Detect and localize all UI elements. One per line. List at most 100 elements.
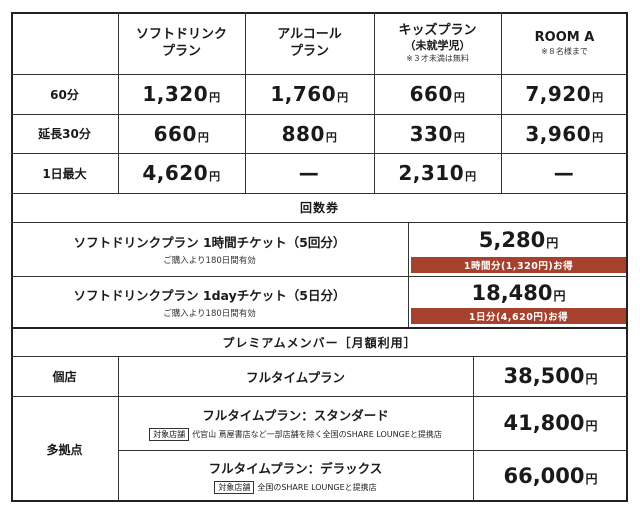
price-value: 2,310 <box>398 161 465 185</box>
grid-line <box>473 356 474 502</box>
grid-line <box>374 12 375 193</box>
discount-badge: 1日分(4,620円)お得 <box>411 308 626 324</box>
price-unit: 円 <box>592 130 604 144</box>
grid-line <box>11 114 628 115</box>
price-cell: 880円 <box>245 114 374 153</box>
price-value: 18,480 <box>471 280 553 305</box>
price-cell: — <box>245 153 374 193</box>
discount-badge: 1時間分(1,320円)お得 <box>411 257 626 273</box>
coupon-item-1day: ソフトドリンクプラン 1dayチケット（5日分） ご購入より180日間有効 <box>11 277 408 327</box>
header-soft-drink-plan: ソフトドリンク プラン <box>118 12 245 74</box>
plan-price: 66,000円 <box>473 450 628 502</box>
grid-line <box>408 222 409 327</box>
price-value: 660 <box>153 121 197 146</box>
price-value: 7,920 <box>525 82 592 106</box>
header-text: アルコール <box>277 27 342 42</box>
plan-name: フルタイムプラン：デラックス <box>208 461 383 476</box>
price-unit: 円 <box>585 419 598 433</box>
price-value: — <box>298 161 320 185</box>
grid-line <box>501 12 502 193</box>
target-store-tag: 対象店舗 <box>214 481 255 494</box>
coupon-price: 18,480円 <box>409 277 628 308</box>
target-store-text: 全国のSHARE LOUNGEと提携店 <box>257 483 377 492</box>
header-text: プラン <box>289 44 329 59</box>
price-unit: 円 <box>197 130 210 144</box>
price-value: 5,280 <box>478 228 546 252</box>
grid-line <box>118 356 119 502</box>
price-cell: 330円 <box>374 114 501 153</box>
grid-line <box>11 74 628 75</box>
price-value: 4,620 <box>142 161 209 185</box>
coupon-section-title: 回数券 <box>299 201 339 215</box>
price-unit: 円 <box>546 236 559 250</box>
price-unit: 円 <box>553 288 566 303</box>
grid-line <box>11 222 628 223</box>
price-unit: 円 <box>465 170 477 183</box>
header-subtext: （未就学児） <box>404 39 471 52</box>
header-text: キッズプラン <box>398 23 477 38</box>
target-store-text: 代官山 蔦屋書店など一部店舗を除く全国のSHARE LOUNGEと提携店 <box>192 430 442 439</box>
price-value: 66,000 <box>503 464 585 488</box>
price-table <box>11 12 628 502</box>
grid-line <box>11 356 628 357</box>
price-cell: 1,760円 <box>245 74 374 114</box>
price-unit: 円 <box>209 170 221 183</box>
coupon-validity: ご購入より180日間有効 <box>163 309 256 319</box>
price-cell: 660円 <box>374 74 501 114</box>
plan-fulltime-standard: フルタイムプラン：スタンダード 対象店舗 代官山 蔦屋書店など一部店舗を除く全国… <box>118 396 473 450</box>
price-cell: 1,320円 <box>118 74 245 114</box>
grid-line <box>11 327 628 329</box>
price-cell: 2,310円 <box>374 153 501 193</box>
header-text: ROOM A <box>534 30 595 45</box>
plan-target-note: 対象店舗 全国のSHARE LOUNGEと提携店 <box>214 481 377 494</box>
row-label-extension: 延長30分 <box>38 127 91 141</box>
header-room-a: ROOM A ※８名様まで <box>501 12 628 74</box>
price-unit: 円 <box>585 472 598 486</box>
price-value: 330 <box>409 121 453 146</box>
header-note: ※３才未満は無料 <box>406 54 469 63</box>
grid-line <box>245 12 246 193</box>
price-cell: — <box>501 153 628 193</box>
plan-price: 38,500円 <box>473 356 628 396</box>
price-value: 880 <box>281 121 325 146</box>
coupon-name: ソフトドリンクプラン 1dayチケット（5日分） <box>73 288 346 303</box>
coupon-item-hourly: ソフトドリンクプラン 1時間チケット（5回分） ご購入より180日間有効 <box>11 222 408 276</box>
price-unit: 円 <box>453 130 466 144</box>
row-label-daily-max: 1日最大 <box>42 166 87 181</box>
target-store-tag: 対象店舗 <box>149 428 190 441</box>
price-unit: 円 <box>209 91 221 104</box>
price-unit: 円 <box>592 91 604 104</box>
price-unit: 円 <box>325 130 338 144</box>
price-cell: 4,620円 <box>118 153 245 193</box>
grid-line <box>118 12 119 193</box>
header-alcohol-plan: アルコール プラン <box>245 12 374 74</box>
price-cell: 7,920円 <box>501 74 628 114</box>
price-value: 41,800 <box>503 411 585 435</box>
header-text: プラン <box>161 44 201 59</box>
price-cell: 660円 <box>118 114 245 153</box>
grid-line <box>11 153 628 154</box>
price-value: 38,500 <box>503 364 585 388</box>
price-unit: 円 <box>585 372 598 386</box>
price-value: — <box>553 161 575 185</box>
price-value: 660 <box>409 82 453 106</box>
plan-fulltime-deluxe: フルタイムプラン：デラックス 対象店舗 全国のSHARE LOUNGEと提携店 <box>118 450 473 502</box>
coupon-name: ソフトドリンクプラン 1時間チケット（5回分） <box>73 235 346 250</box>
premium-section-title: プレミアムメンバー［月額利用］ <box>222 336 417 350</box>
price-unit: 円 <box>337 91 349 104</box>
label-single-store: 個店 <box>52 369 77 384</box>
plan-price: 41,800円 <box>473 396 628 450</box>
price-cell: 3,960円 <box>501 114 628 153</box>
price-value: 1,760 <box>270 82 337 106</box>
row-label-60min: 60分 <box>50 87 79 102</box>
price-unit: 円 <box>453 91 466 104</box>
header-text: ソフトドリンク <box>135 27 227 42</box>
header-kids-plan: キッズプラン （未就学児） ※３才未満は無料 <box>374 12 501 74</box>
plan-name: フルタイムプラン：スタンダード <box>202 408 389 423</box>
price-value: 1,320 <box>142 82 209 106</box>
plan-target-note: 対象店舗 代官山 蔦屋書店など一部店舗を除く全国のSHARE LOUNGEと提携… <box>149 428 442 441</box>
price-value: 3,960 <box>525 121 592 146</box>
grid-line <box>11 396 628 397</box>
label-multi-location: 多拠点 <box>46 442 83 457</box>
grid-line <box>11 276 628 277</box>
